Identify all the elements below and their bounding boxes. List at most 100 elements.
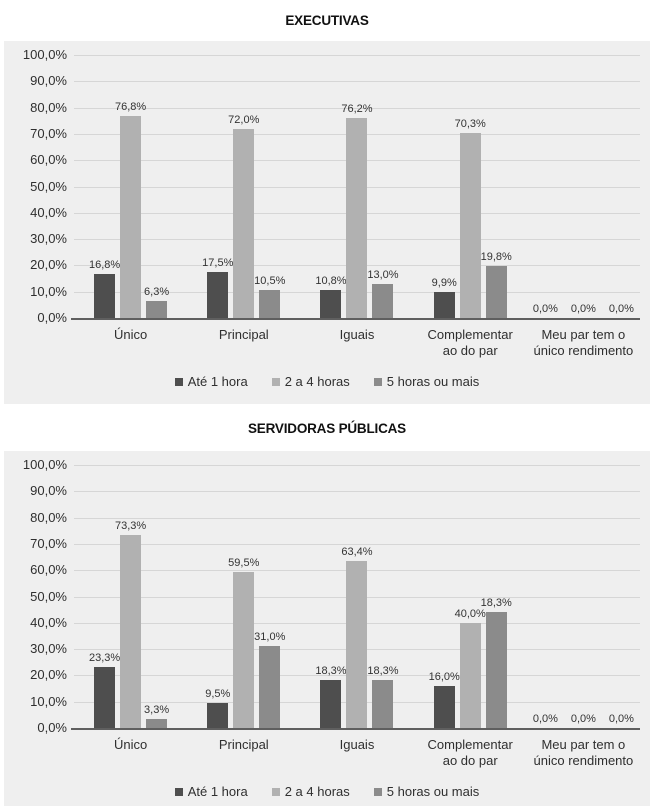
gridline [74,55,640,56]
bar-value-label: 9,5% [205,688,231,701]
bar-group: 0,0% 0,0% 0,0% [527,465,640,728]
bar: 23,3% [89,652,120,728]
category-label: Meu par tem o único rendimento [533,327,634,358]
chart-title-executivas: EXECUTIVAS [285,13,369,28]
bar-value-label: 17,5% [202,256,234,269]
legend-label: Até 1 hora [187,784,248,799]
category-axis-servidoras: Único Principal Iguais Complementar ao do pa… [4,731,650,775]
y-axis-tick-label: 10,0% [30,693,67,709]
bar: 18,3% [367,665,399,728]
chart-panel-servidoras: 100,0% 90,0% 80,0% 70,0% 60,0% 50,0% 40,0% 30,0… [4,451,650,806]
legend-servidoras: Até 1 hora 2 a 4 horas 5 horas ou mais [4,775,650,799]
y-axis-tick-label: 70,0% [30,535,67,551]
gridline [74,517,640,519]
gridline [74,465,640,466]
bar-value-label: 13,0% [367,268,399,281]
bar-group: 9,9% 70,3% 19,8% [414,55,527,318]
bar: 63,4% [341,546,373,728]
bar-value-label: 76,2% [341,102,373,115]
bar: 17,5% [202,257,233,318]
category-label: Complementar ao do par [427,327,513,358]
bar: 18,3% [315,665,347,728]
bar-value-label: 6,3% [144,286,170,299]
y-axis-tick-label: 90,0% [30,73,67,89]
legend-marker-icon [373,787,382,796]
y-axis-tick-label: 50,0% [30,178,67,194]
bar-value-label: 23,3% [88,651,121,664]
bar: 19,8% [481,251,512,318]
bar: 9,5% [205,688,230,728]
chart-section-executivas: EXECUTIVAS 100,0% 90,0% 80,0% 70,0% 60,0% 50,… [4,13,650,404]
bar-value-label: 76,8% [114,101,147,114]
bar-group: 16,8% 76,8% 6,3% [74,55,187,318]
legend-marker-icon [174,377,183,386]
category-axis-executivas: Único Principal Iguais Complementar ao do pa… [4,321,650,365]
bar: 13,0% [367,269,399,318]
legend-label: 2 a 4 horas [284,374,350,389]
bar-value-label: 70,3% [454,118,486,131]
bar-value-label: 0,0% [532,713,558,725]
chart-section-servidoras: SERVIDORAS PÚBLICAS 100,0% 90,0% 80,0% 70,0… [0,404,654,806]
bar-group: 18,3% 63,4% 18,3% [300,465,413,728]
y-axis-tick-label: 30,0% [30,231,67,247]
legend-label: 5 horas ou mais [386,784,480,799]
y-axis-tick-label: 100,0% [22,47,67,62]
legend-marker-icon [373,377,382,386]
gridline [74,543,640,545]
bar: 76,8% [115,101,146,318]
bar: 40,0% [455,608,486,728]
bar-value-label: 10,8% [315,274,347,287]
legend-executivas: Até 1 hora 2 a 4 horas 5 horas ou mais [4,365,650,389]
chart-title-servidoras: SERVIDORAS PÚBLICAS [248,421,406,436]
gridline [74,81,640,83]
y-axis-tick-label: 0,0% [37,310,67,325]
bar-group: 17,5% 72,0% 10,5% [187,55,300,318]
bar-value-label: 0,0% [570,303,596,315]
legend-item: Até 1 hora [174,374,248,389]
bar-group: 9,5% 59,5% 31,0% [187,465,300,728]
y-axis-tick-label: 100,0% [22,457,67,472]
bar-value-label: 0,0% [532,303,558,315]
y-axis-tick-label: 30,0% [30,641,67,657]
bar-value-label: 18,3% [315,664,347,677]
bar-value-label: 3,3% [144,704,170,717]
legend-item: Até 1 hora [174,784,248,799]
y-axis-tick-label: 90,0% [30,483,67,499]
legend-marker-icon [271,377,280,386]
y-axis-tick-label: 80,0% [30,509,67,525]
bar-group: 16,0% 40,0% 18,3% [414,465,527,728]
category-label: Complementar ao do par [427,737,513,768]
bar-value-label: 59,5% [228,556,260,569]
category-label: Único [113,327,148,342]
y-axis-tick-label: 80,0% [30,99,67,115]
bar: 16,8% [89,259,120,318]
bar-value-label: 0,0% [608,713,634,725]
category-label: Meu par tem o único rendimento [533,737,634,768]
category-label: Iguais [339,737,375,752]
legend-item: 2 a 4 horas [271,374,350,389]
bar-value-label: 63,4% [341,546,373,559]
chart-panel-executivas: 100,0% 90,0% 80,0% 70,0% 60,0% 50,0% 40,0% 30,0… [4,41,650,404]
category-label: Único [113,737,148,752]
bar: 73,3% [115,520,146,728]
y-axis-tick-label: 20,0% [30,257,67,273]
legend-marker-icon [271,787,280,796]
y-axis-tick-label: 20,0% [30,667,67,683]
bar-value-label: 72,0% [228,113,260,126]
x-axis-line [71,728,640,730]
bar-group: 10,8% 76,2% 13,0% [300,55,413,318]
bar: 59,5% [228,557,259,728]
legend-marker-icon [174,787,183,796]
bar-value-label: 9,9% [431,276,457,289]
y-axis-tick-label: 10,0% [30,283,67,299]
bar-value-label: 10,5% [254,275,286,288]
bar: 9,9% [432,277,457,318]
bar-value-label: 0,0% [570,713,596,725]
bar-value-label: 73,3% [114,520,147,533]
bar: 76,2% [341,103,373,318]
legend-label: 2 a 4 horas [284,784,350,799]
y-axis-tick-label: 40,0% [30,614,67,630]
y-axis-tick-label: 40,0% [30,204,67,220]
bar-value-label: 16,0% [428,670,460,683]
